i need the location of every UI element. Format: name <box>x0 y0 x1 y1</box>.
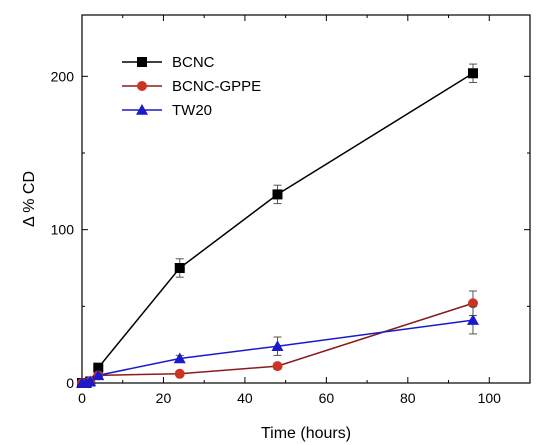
legend-marker <box>136 104 148 115</box>
x-tick-label: 60 <box>319 390 335 406</box>
x-tick-label: 20 <box>156 390 172 406</box>
legend: BCNC BCNC-GPPE TW20 <box>122 54 261 119</box>
x-tick-label: 80 <box>400 390 416 406</box>
axis-ticks: 0 20 40 60 80 100 0 100 200 <box>51 15 530 406</box>
series-layer <box>76 63 479 388</box>
data-point <box>92 369 105 381</box>
x-tick-label: 100 <box>478 390 502 406</box>
y-axis-label: Δ % CD <box>21 171 38 227</box>
data-point <box>271 340 284 351</box>
legend-label: BCNC-GPPE <box>172 78 261 95</box>
data-point <box>93 362 104 373</box>
data-point <box>272 189 283 200</box>
data-point <box>272 361 283 372</box>
data-point <box>84 375 97 387</box>
data-point <box>466 314 479 325</box>
data-point <box>467 298 478 309</box>
legend-label: TW20 <box>172 102 212 119</box>
x-axis-label: Time (hours) <box>261 425 351 442</box>
x-tick-label: 0 <box>78 390 86 406</box>
legend-marker <box>137 81 147 91</box>
plot-frame <box>81 14 531 384</box>
y-tick-label: 100 <box>51 222 75 238</box>
legend-label: BCNC <box>172 54 215 71</box>
y-tick-label: 200 <box>51 68 75 84</box>
x-tick-label: 40 <box>237 390 253 406</box>
data-point <box>174 368 185 379</box>
data-point <box>173 352 186 364</box>
data-point <box>174 263 185 273</box>
y-tick-label: 0 <box>66 375 74 391</box>
data-point <box>467 68 478 79</box>
series-tw20 <box>76 305 479 388</box>
legend-marker <box>137 57 147 67</box>
